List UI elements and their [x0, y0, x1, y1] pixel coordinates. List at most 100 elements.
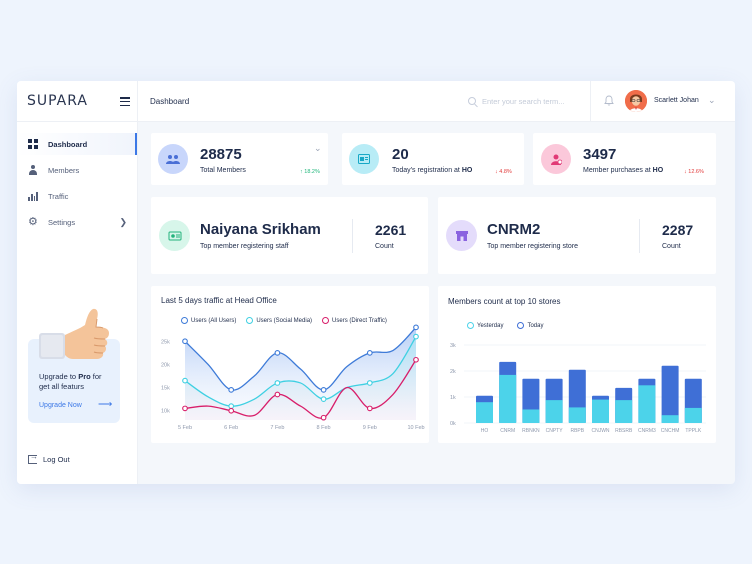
- y-tick-label: 0k: [450, 421, 456, 427]
- sidebar-item-label: Traffic: [48, 191, 69, 201]
- stat-card-member-purchases: 3497 Member purchases at HO ↓ 12.6%: [533, 133, 716, 185]
- stat-delta-value: 12.6%: [688, 169, 704, 175]
- x-tick-label: 6 Feb: [224, 425, 238, 431]
- top-staff-count: 2261: [375, 222, 407, 238]
- stat-label-text: Today's registration at: [392, 167, 462, 174]
- sidebar-item-label: Dashboard: [48, 139, 88, 149]
- stat-value: 28875: [200, 146, 242, 163]
- avatar-image: [625, 90, 647, 112]
- traffic-line-chart: 25k 20k 15k 10k 5 Feb 6 Feb 7 Feb 8 Feb 9 Feb 10 …: [161, 324, 425, 431]
- stat-delta: ↓ 4.8%: [495, 169, 512, 175]
- divider: [639, 219, 640, 253]
- bar-yesterday: [615, 400, 633, 423]
- arrow-right-icon[interactable]: ⟶: [98, 399, 113, 410]
- top-store-count: 2287: [662, 222, 694, 238]
- legend-item[interactable]: Users (Social Media): [246, 317, 312, 324]
- user-name[interactable]: Scarlett Johan: [654, 97, 699, 104]
- avatar[interactable]: [625, 90, 647, 112]
- traffic-chart-card: Last 5 days traffic at Head Office Users…: [151, 286, 429, 443]
- legend-marker: [467, 322, 474, 329]
- members-icon: [158, 144, 188, 174]
- legend-label: Users (Direct Traffic): [332, 317, 387, 324]
- upgrade-pro: Pro: [78, 372, 91, 381]
- chart-legend: Yesterday Today: [467, 322, 543, 329]
- legend-item[interactable]: Yesterday: [467, 322, 503, 329]
- legend-item[interactable]: Users (All Users): [181, 317, 236, 324]
- chart-title: Last 5 days traffic at Head Office: [161, 296, 277, 305]
- upgrade-text: Upgrade to Pro for get all featurs: [39, 372, 113, 392]
- stores-bar-chart: 3k 2k 1k 0k HO CNRM RBNKN CNPTY RBPB CNJWN RBSRB CN…: [450, 343, 706, 434]
- staff-icon: [159, 220, 190, 251]
- sidebar-item-dashboard[interactable]: Dashboard: [17, 133, 137, 155]
- y-tick-label: 20k: [161, 362, 170, 368]
- search-input[interactable]: [482, 96, 582, 106]
- sidebar-item-members[interactable]: Members: [17, 159, 137, 181]
- stat-value: 3497: [583, 146, 617, 163]
- y-tick-label: 2k: [450, 369, 456, 375]
- sidebar-item-label: Settings: [48, 217, 76, 227]
- header: Dashboard Scarlett Johan ⌄: [138, 81, 735, 122]
- x-tick-label: 8 Feb: [317, 425, 331, 431]
- stat-label: Today's registration at HO: [392, 167, 472, 174]
- data-point: [182, 338, 188, 345]
- series-all-users-line: [184, 326, 417, 391]
- legend-item[interactable]: Users (Direct Traffic): [322, 317, 387, 324]
- data-point: [228, 387, 235, 393]
- logout-button[interactable]: Log Out: [28, 452, 70, 464]
- stat-delta: ↑ 18.2%: [300, 169, 320, 175]
- sidebar-item-traffic[interactable]: Traffic: [17, 185, 137, 207]
- x-tick-label: HO: [481, 428, 489, 434]
- search-icon[interactable]: [468, 97, 476, 105]
- x-tick-label: CNRM: [500, 428, 515, 434]
- legend-marker: [246, 317, 254, 324]
- x-tick-label: CNCHM: [661, 428, 680, 434]
- bar-yesterday: [661, 415, 679, 423]
- x-tick-label: RBPB: [570, 428, 584, 434]
- gear-icon: ⚙: [28, 216, 38, 228]
- chart-legend: Users (All Users) Users (Social Media) U…: [181, 317, 387, 324]
- x-tick-label: RBSRB: [615, 428, 633, 434]
- purchases-icon: [541, 144, 571, 174]
- bar-yesterday: [568, 407, 586, 423]
- menu-icon[interactable]: [120, 97, 130, 106]
- top-staff-name: Naiyana Srikham: [200, 221, 321, 238]
- x-tick-label: TPPLK: [685, 428, 702, 434]
- legend-label: Today: [527, 322, 544, 329]
- x-tick-label: CNJWN: [591, 428, 609, 434]
- chevron-down-icon[interactable]: ⌄: [314, 143, 322, 153]
- chevron-down-icon[interactable]: ⌄: [708, 95, 716, 105]
- stores-chart-card: Members count at top 10 stores Yesterday…: [438, 286, 716, 443]
- x-tick-label: RBNKN: [522, 428, 540, 434]
- stat-card-today-registration: 20 Today's registration at HO ↓ 4.8%: [342, 133, 524, 185]
- top-staff-count-label: Count: [375, 243, 394, 250]
- legend-item[interactable]: Today: [517, 322, 543, 329]
- top-staff-sub: Top member registering staff: [200, 243, 289, 250]
- series-direct-traffic-line: [184, 359, 417, 419]
- data-point: [320, 387, 327, 393]
- stat-card-total-members: 28875 Total Members ↑ 18.2% ⌄: [151, 133, 328, 185]
- legend-label: Yesterday: [477, 322, 504, 329]
- data-point: [274, 391, 281, 398]
- stat-label-bold: HO: [461, 167, 473, 174]
- upgrade-line1: Upgrade to: [39, 372, 79, 381]
- x-tick-label: 10 Feb: [407, 425, 424, 431]
- data-point: [320, 414, 327, 421]
- series-social-media-area: [185, 336, 416, 420]
- sidebar-item-label: Members: [48, 165, 80, 175]
- legend-marker: [322, 317, 330, 324]
- series-social-media-line: [184, 336, 417, 407]
- x-tick-label: CNPTY: [546, 428, 564, 434]
- upgrade-now-link[interactable]: Upgrade Now: [39, 402, 82, 409]
- logo[interactable]: SUPARA: [27, 93, 88, 109]
- stat-delta-value: 4.8%: [499, 169, 512, 175]
- app-window: SUPARA Dashboard Members Traffic ⚙ Setti…: [17, 81, 735, 484]
- y-tick-label: 15k: [161, 386, 170, 392]
- data-point: [366, 380, 373, 386]
- legend-label: Users (Social Media): [256, 317, 313, 324]
- chart-title: Members count at top 10 stores: [448, 297, 561, 306]
- bar-yesterday: [592, 399, 609, 423]
- sidebar-item-settings[interactable]: ⚙ Settings ❯: [17, 211, 137, 233]
- logout-label: Log Out: [43, 455, 70, 464]
- bell-icon[interactable]: [604, 95, 614, 106]
- top-store-sub: Top member registering store: [487, 243, 579, 250]
